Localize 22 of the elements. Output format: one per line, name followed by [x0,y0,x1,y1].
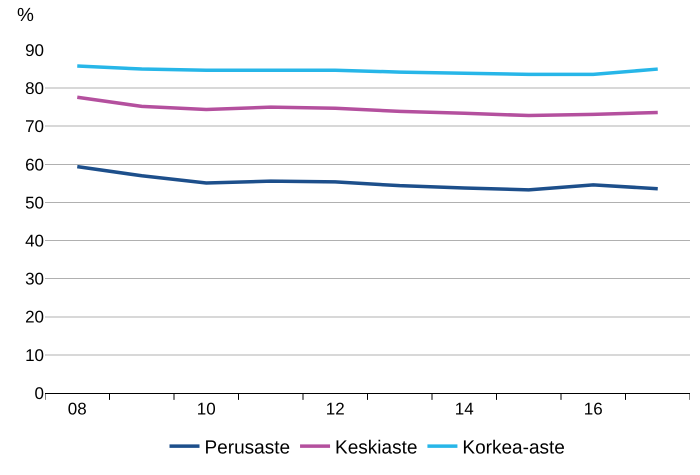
y-tick-label: 30 [25,270,44,289]
x-tick-label: 08 [68,399,87,418]
line-series [76,64,660,76]
legend-label: Keskiaste [335,438,418,459]
y-axis-title: % [17,5,34,26]
x-tick-label: 14 [454,399,474,418]
x-tick-label: 12 [326,399,345,418]
legend-label: Korkea-aste [462,438,565,459]
x-tick-label: 16 [584,399,603,418]
y-tick-label: 70 [25,117,44,136]
y-tick-label: 60 [25,155,44,174]
y-tick-label: 20 [25,308,44,327]
y-tick-label: 90 [25,40,44,60]
y-tick-label: 10 [25,346,44,365]
y-tick-label: 80 [25,79,44,98]
legend-label: Perusaste [204,438,290,459]
line-series [76,164,660,192]
y-tick-label: 0 [34,384,44,403]
y-tick-label: 50 [25,193,44,212]
line-series [76,96,660,118]
x-tick-label: 10 [196,399,216,418]
y-tick-label: 40 [25,232,44,251]
